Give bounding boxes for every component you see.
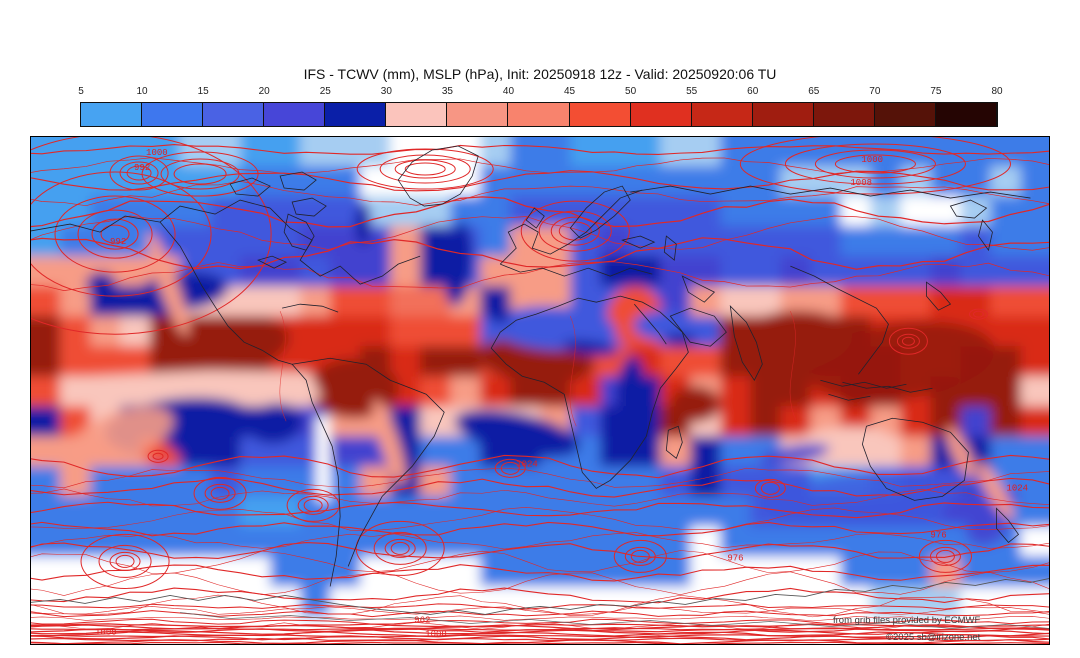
svg-text:962: 962 [414,615,430,625]
svg-text:1024: 1024 [1006,483,1028,493]
svg-text:1000: 1000 [146,148,168,158]
svg-text:1000: 1000 [425,629,447,639]
svg-text:1008: 1008 [95,627,117,637]
svg-text:992: 992 [134,163,150,173]
svg-text:1008: 1008 [850,178,872,188]
svg-text:1024: 1024 [516,459,538,469]
svg-text:976: 976 [930,530,946,540]
svg-text:976: 976 [727,553,743,563]
svg-text:1000: 1000 [861,155,883,165]
svg-text:992: 992 [110,237,126,247]
